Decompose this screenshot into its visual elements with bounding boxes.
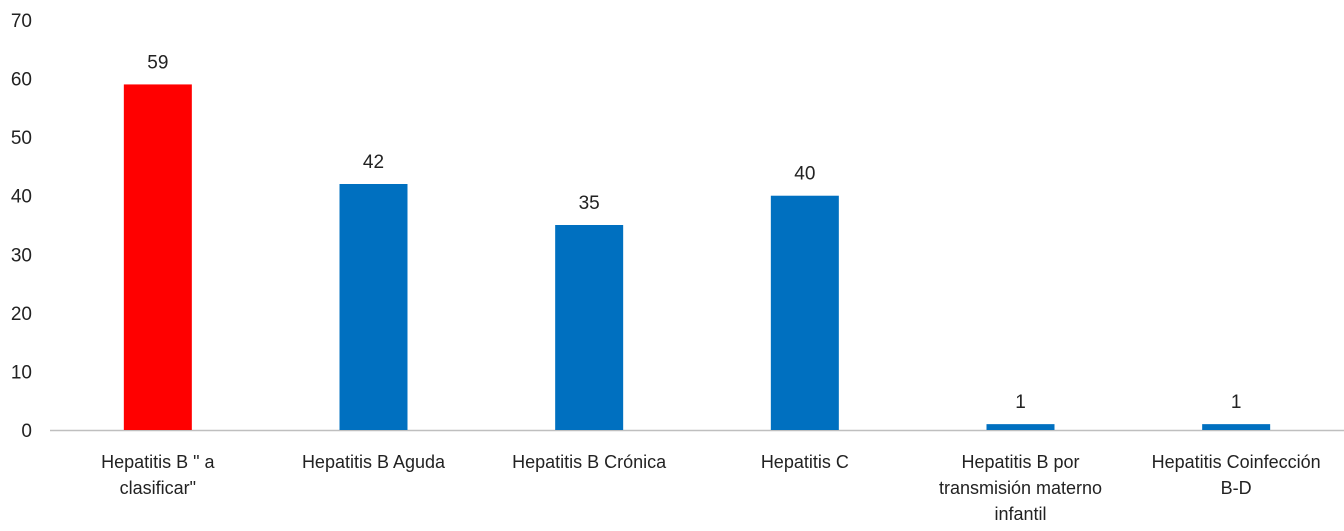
bar	[986, 424, 1055, 430]
data-label: 1	[1015, 392, 1026, 413]
bar	[123, 84, 192, 430]
y-tick-label: 60	[11, 70, 32, 91]
bar	[1202, 424, 1271, 430]
category-label: Hepatitis B por	[961, 452, 1079, 472]
y-tick-label: 30	[11, 245, 32, 266]
bar	[339, 184, 408, 430]
y-tick-label: 0	[21, 421, 32, 442]
bar	[770, 195, 839, 430]
category-label: Hepatitis Coinfección	[1152, 452, 1321, 472]
data-label: 59	[147, 52, 168, 73]
data-label: 40	[794, 164, 815, 185]
data-label: 1	[1231, 392, 1242, 413]
y-tick-label: 20	[11, 304, 32, 325]
category-label: B-D	[1221, 478, 1252, 498]
bar	[555, 225, 624, 430]
category-label: Hepatitis C	[761, 452, 849, 472]
category-label: transmisión materno	[939, 478, 1102, 498]
category-label: Hepatitis B Crónica	[512, 452, 667, 472]
y-tick-label: 40	[11, 187, 32, 208]
data-label: 42	[363, 152, 384, 173]
category-label: infantil	[994, 504, 1046, 524]
y-tick-label: 70	[11, 11, 32, 32]
y-tick-label: 50	[11, 128, 32, 149]
category-label: Hepatitis B " a	[101, 452, 215, 472]
category-label: Hepatitis B Aguda	[302, 452, 446, 472]
y-tick-label: 10	[11, 362, 32, 383]
data-label: 35	[579, 193, 600, 214]
category-label: clasificar"	[120, 478, 196, 498]
